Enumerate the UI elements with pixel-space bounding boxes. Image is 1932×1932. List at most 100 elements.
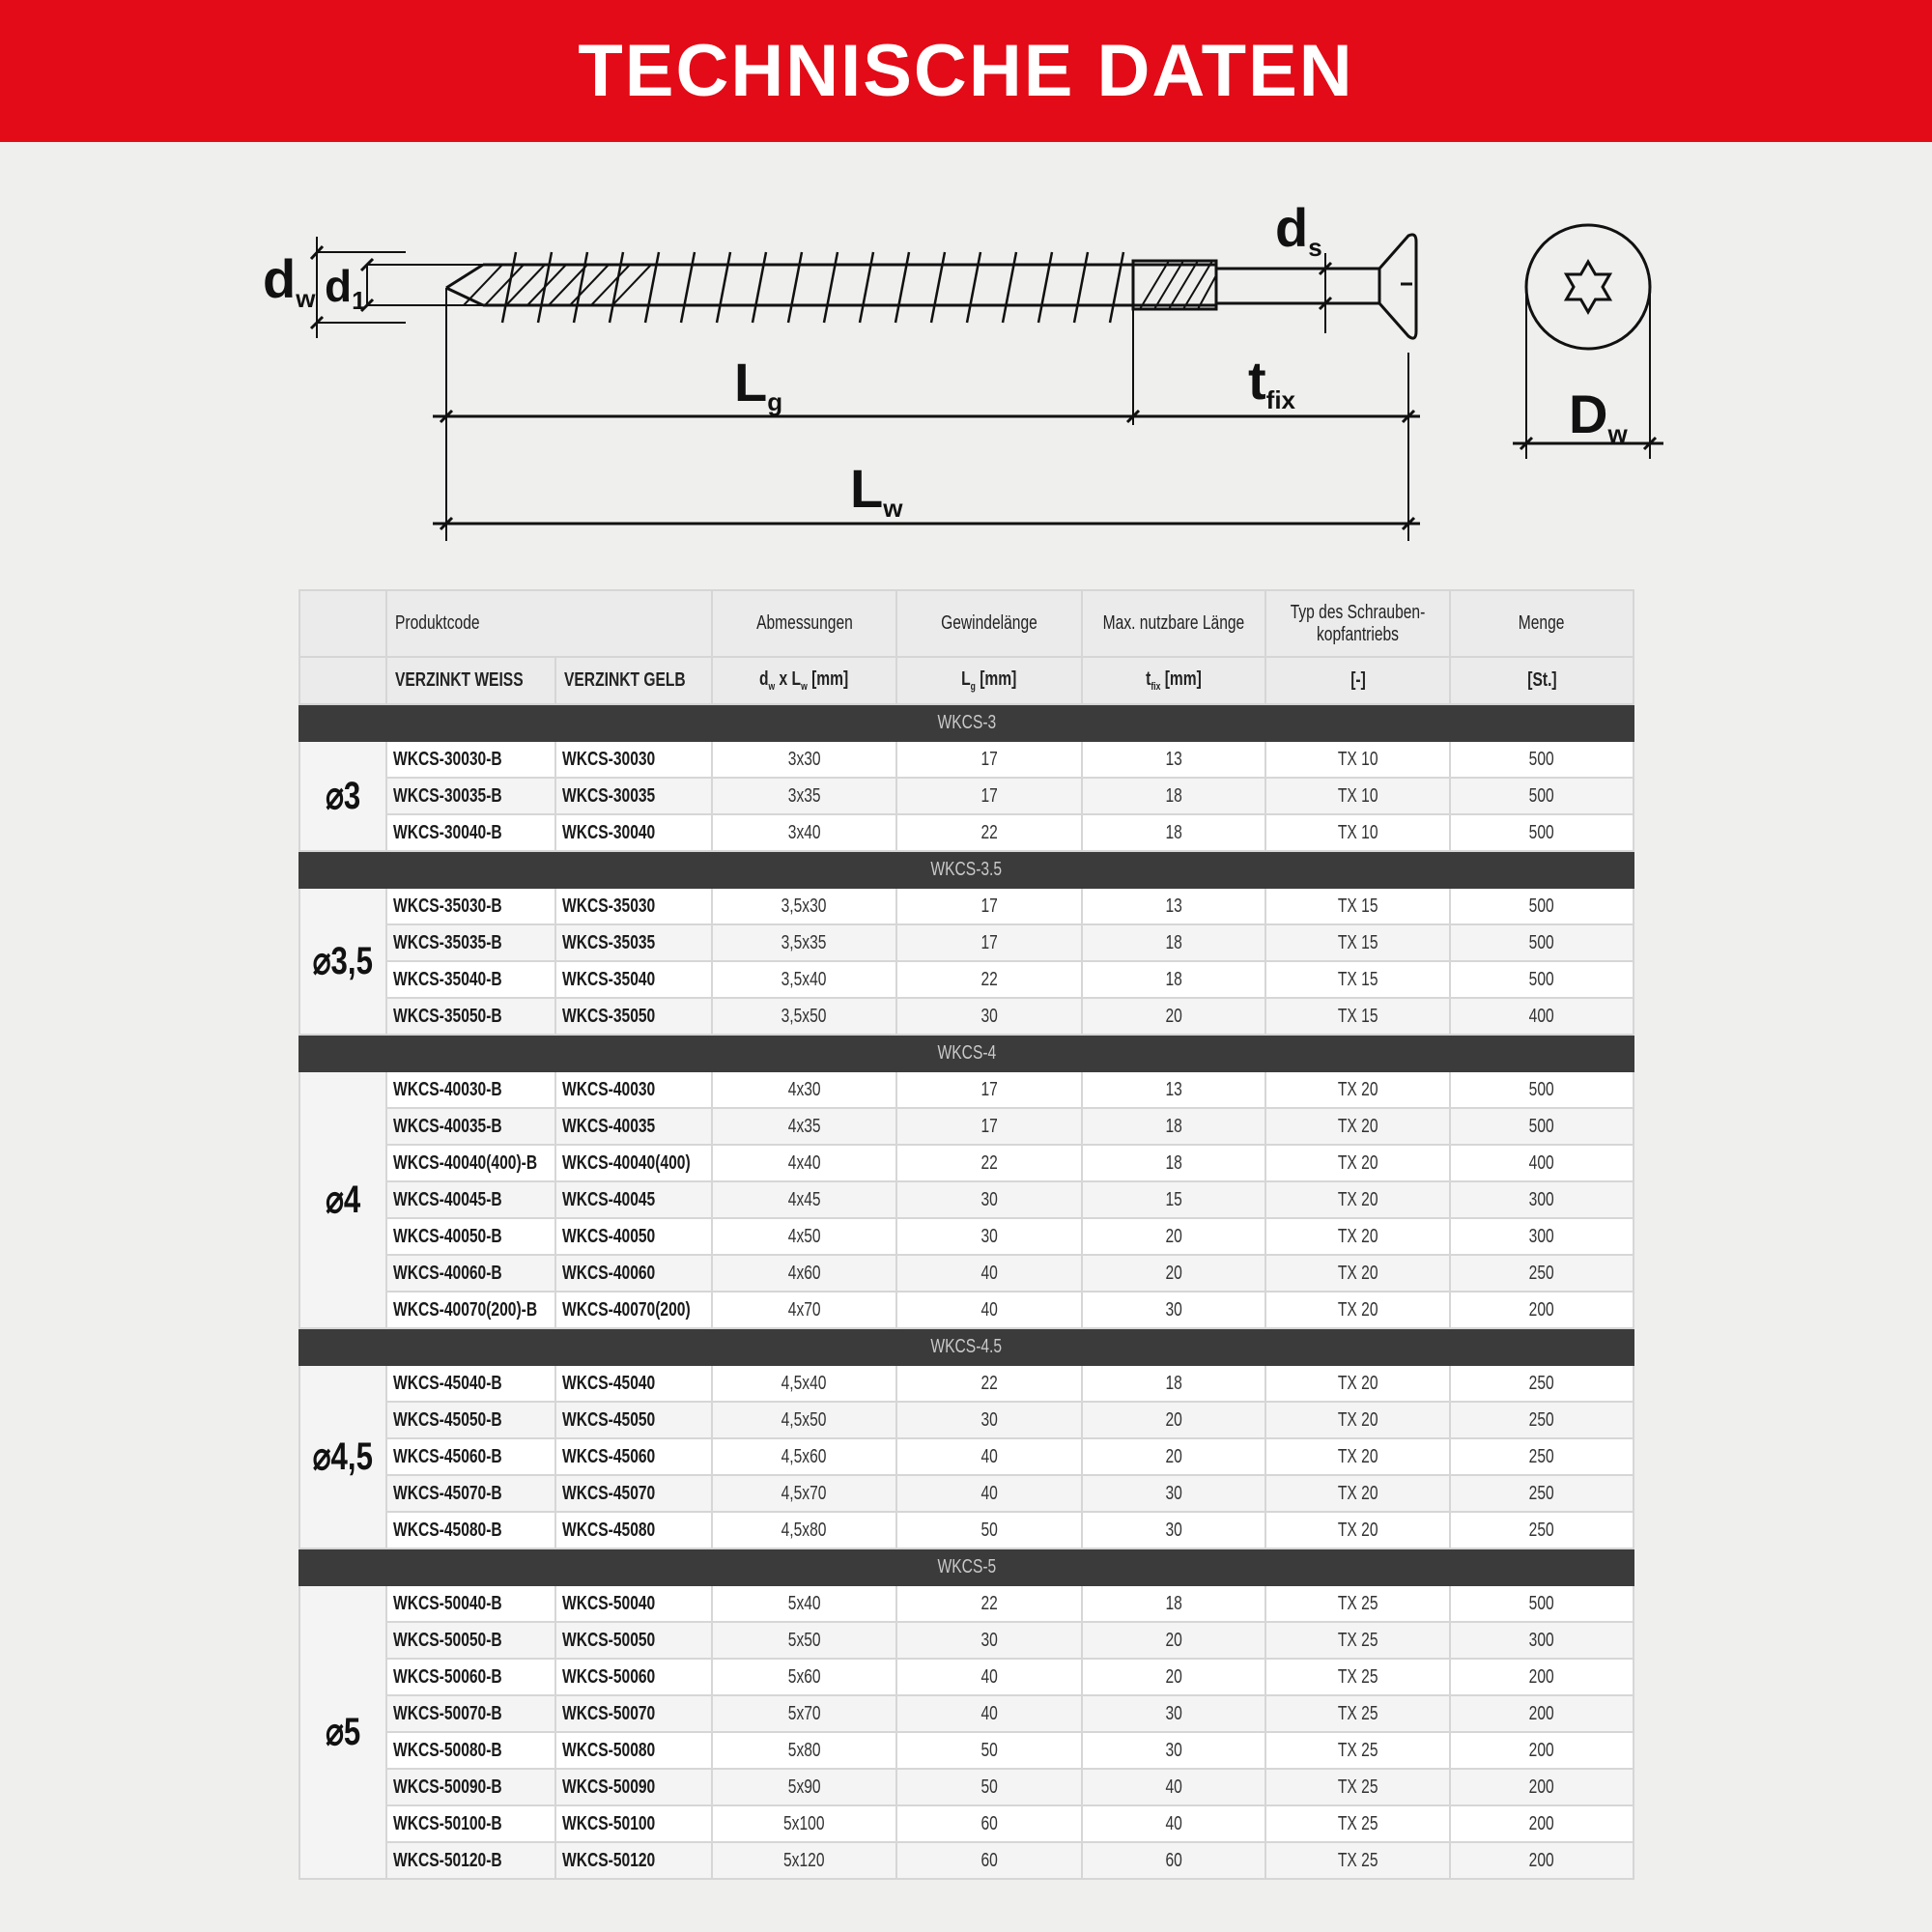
- cell-max-laenge: 20: [1081, 997, 1267, 1036]
- technical-data-table: Produktcode Abmessungen Gewindelänge Max…: [298, 589, 1635, 1880]
- cell-max-laenge: 20: [1081, 1437, 1267, 1476]
- group-band: WKCS-5: [298, 1548, 1635, 1586]
- cell-abmessungen: 4,5x80: [711, 1511, 898, 1549]
- table-row: WKCS-45070-B WKCS-45070 4,5x70 40 30 TX 20 250: [299, 1474, 1635, 1513]
- cell-code-gelb: WKCS-50120: [554, 1841, 714, 1880]
- header-max-laenge: Max. nutzbare Länge: [1081, 589, 1267, 658]
- label-dw: dw: [263, 248, 316, 313]
- label-lg: Lg: [734, 352, 782, 416]
- cell-gewindelaenge: 17: [895, 887, 1084, 925]
- table-row: WKCS-40050-B WKCS-40050 4x50 30 20 TX 20 300: [299, 1217, 1635, 1256]
- cell-abmessungen: 4,5x50: [711, 1401, 898, 1439]
- cell-max-laenge: 18: [1081, 1584, 1267, 1623]
- cell-code-gelb: WKCS-35030: [554, 887, 714, 925]
- cell-antrieb: TX 25: [1264, 1768, 1452, 1806]
- header-typ: Typ des Schrauben-kopfantriebs: [1264, 589, 1452, 658]
- cell-gewindelaenge: 17: [895, 923, 1084, 962]
- cell-code-weiss: WKCS-50040-B: [385, 1584, 556, 1623]
- table-row: WKCS-50120-B WKCS-50120 5x120 60 60 TX 25 200: [299, 1841, 1635, 1880]
- cell-antrieb: TX 15: [1264, 997, 1452, 1036]
- cell-code-gelb: WKCS-40035: [554, 1107, 714, 1146]
- diameter-label: ⌀4,5: [298, 1364, 387, 1549]
- cell-code-weiss: WKCS-35035-B: [385, 923, 556, 962]
- cell-gewindelaenge: 40: [895, 1437, 1084, 1476]
- cell-menge: 500: [1449, 1107, 1635, 1146]
- cell-abmessungen: 3,5x30: [711, 887, 898, 925]
- cell-code-gelb: WKCS-50100: [554, 1804, 714, 1843]
- cell-code-weiss: WKCS-50100-B: [385, 1804, 556, 1843]
- cell-menge: 500: [1449, 1584, 1635, 1623]
- cell-gewindelaenge: 60: [895, 1804, 1084, 1843]
- cell-gewindelaenge: 50: [895, 1768, 1084, 1806]
- cell-abmessungen: 3,5x40: [711, 960, 898, 999]
- cell-gewindelaenge: 40: [895, 1474, 1084, 1513]
- cell-max-laenge: 20: [1081, 1254, 1267, 1293]
- cell-abmessungen: 3x35: [711, 777, 898, 815]
- cell-code-weiss: WKCS-50120-B: [385, 1841, 556, 1880]
- label-dw-head: Dw: [1569, 384, 1628, 448]
- cell-antrieb: TX 20: [1264, 1107, 1452, 1146]
- cell-code-weiss: WKCS-45080-B: [385, 1511, 556, 1549]
- cell-abmessungen: 5x50: [711, 1621, 898, 1660]
- cell-max-laenge: 30: [1081, 1474, 1267, 1513]
- cell-abmessungen: 5x40: [711, 1584, 898, 1623]
- label-ds: ds: [1275, 197, 1322, 262]
- cell-code-gelb: WKCS-35050: [554, 997, 714, 1036]
- cell-menge: 300: [1449, 1180, 1635, 1219]
- cell-code-gelb: WKCS-45060: [554, 1437, 714, 1476]
- cell-antrieb: TX 20: [1264, 1511, 1452, 1549]
- cell-gewindelaenge: 30: [895, 1401, 1084, 1439]
- cell-abmessungen: 4x70: [711, 1291, 898, 1329]
- cell-gewindelaenge: 22: [895, 960, 1084, 999]
- cell-code-weiss: WKCS-30030-B: [385, 740, 556, 779]
- cell-menge: 400: [1449, 1144, 1635, 1182]
- cell-code-gelb: WKCS-50050: [554, 1621, 714, 1660]
- cell-antrieb: TX 10: [1264, 740, 1452, 779]
- cell-max-laenge: 30: [1081, 1291, 1267, 1329]
- cell-code-gelb: WKCS-40040(400): [554, 1144, 714, 1182]
- cell-menge: 200: [1449, 1291, 1635, 1329]
- cell-max-laenge: 18: [1081, 813, 1267, 852]
- cell-code-gelb: WKCS-30035: [554, 777, 714, 815]
- table-row: WKCS-30040-B WKCS-30040 3x40 22 18 TX 10 500: [299, 813, 1635, 852]
- cell-abmessungen: 3,5x50: [711, 997, 898, 1036]
- diameter-label: ⌀3: [298, 740, 387, 852]
- cell-max-laenge: 60: [1081, 1841, 1267, 1880]
- cell-menge: 300: [1449, 1621, 1635, 1660]
- cell-code-gelb: WKCS-35040: [554, 960, 714, 999]
- table-row: WKCS-35040-B WKCS-35040 3,5x40 22 18 TX 15 500: [299, 960, 1635, 999]
- diameter-label: ⌀5: [298, 1584, 387, 1880]
- cell-max-laenge: 20: [1081, 1401, 1267, 1439]
- diameter-label: ⌀3,5: [298, 887, 387, 1036]
- cell-max-laenge: 18: [1081, 777, 1267, 815]
- table-row: ⌀4 WKCS-40030-B WKCS-40030 4x30 17 13 TX 20 500: [298, 1070, 1635, 1329]
- cell-gewindelaenge: 22: [895, 1364, 1084, 1403]
- table-row: ⌀4,5 WKCS-45040-B WKCS-45040 4,5x40 22 18 TX 2…: [298, 1364, 1635, 1549]
- cell-abmessungen: 5x60: [711, 1658, 898, 1696]
- cell-code-gelb: WKCS-40070(200): [554, 1291, 714, 1329]
- cell-code-gelb: WKCS-40030: [554, 1070, 714, 1109]
- table-row: WKCS-45050-B WKCS-45050 4,5x50 30 20 TX 20 250: [299, 1401, 1635, 1439]
- label-d1: d1: [325, 261, 366, 315]
- cell-code-weiss: WKCS-50070-B: [385, 1694, 556, 1733]
- cell-antrieb: TX 20: [1264, 1401, 1452, 1439]
- cell-antrieb: TX 25: [1264, 1804, 1452, 1843]
- cell-code-weiss: WKCS-45040-B: [385, 1364, 556, 1403]
- group-name: WKCS-5: [298, 1548, 1635, 1586]
- cell-menge: 200: [1449, 1804, 1635, 1843]
- cell-max-laenge: 20: [1081, 1621, 1267, 1660]
- cell-abmessungen: 5x70: [711, 1694, 898, 1733]
- cell-gewindelaenge: 22: [895, 1144, 1084, 1182]
- cell-gewindelaenge: 40: [895, 1694, 1084, 1733]
- table-row: WKCS-50100-B WKCS-50100 5x100 60 40 TX 25 200: [299, 1804, 1635, 1843]
- cell-max-laenge: 20: [1081, 1658, 1267, 1696]
- cell-gewindelaenge: 17: [895, 1107, 1084, 1146]
- cell-gewindelaenge: 40: [895, 1291, 1084, 1329]
- cell-max-laenge: 13: [1081, 887, 1267, 925]
- cell-abmessungen: 5x90: [711, 1768, 898, 1806]
- table-row: WKCS-45060-B WKCS-45060 4,5x60 40 20 TX 20 250: [299, 1437, 1635, 1476]
- cell-code-gelb: WKCS-50040: [554, 1584, 714, 1623]
- cell-code-weiss: WKCS-30035-B: [385, 777, 556, 815]
- cell-antrieb: TX 25: [1264, 1731, 1452, 1770]
- diameter-label: ⌀4: [298, 1070, 387, 1329]
